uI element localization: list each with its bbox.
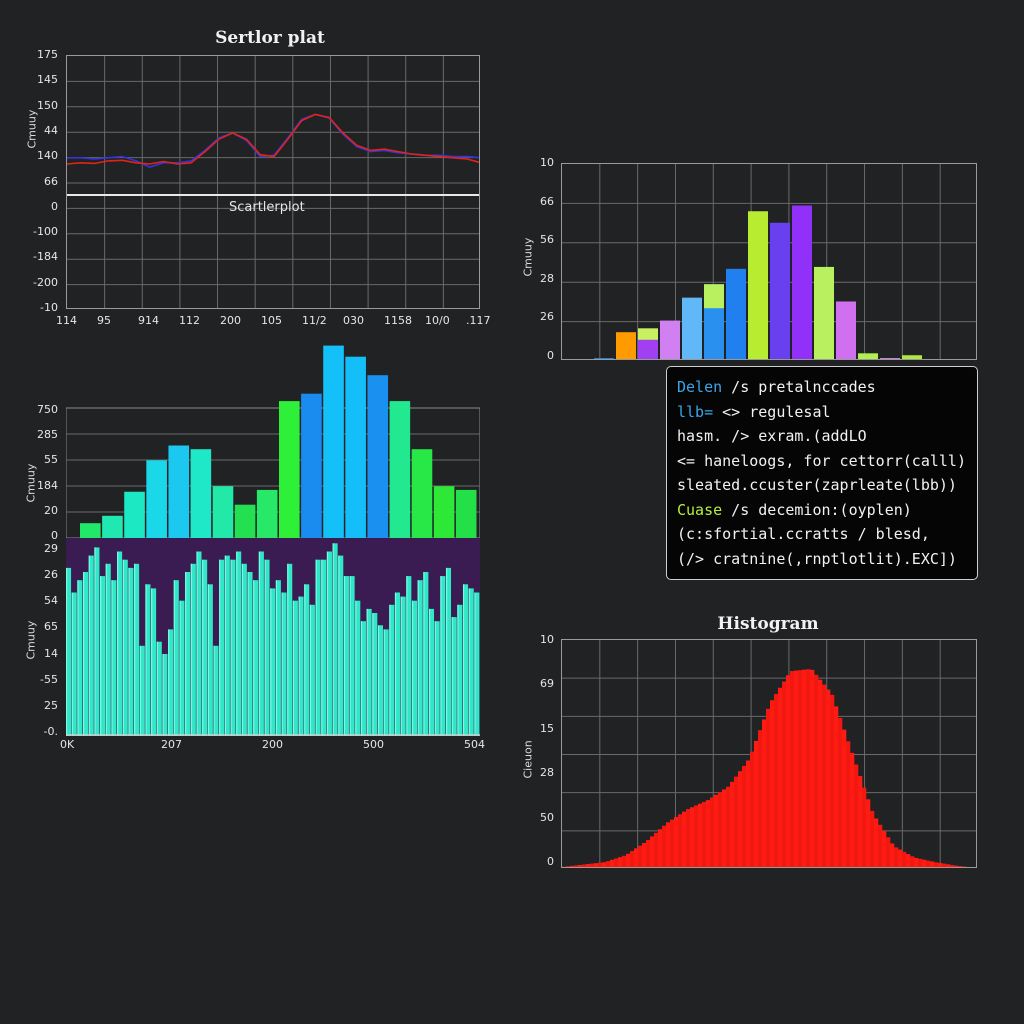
x-tick: 0K <box>60 738 75 751</box>
color-bars-area <box>561 163 977 360</box>
y-tick: 66 <box>44 174 58 188</box>
code-text: <> regulesal <box>713 402 831 421</box>
y-tick: 285 <box>37 428 58 442</box>
bar-bottom-area <box>66 538 480 736</box>
y-tick: 25 <box>44 698 58 712</box>
histogram-title: Histogram <box>717 614 819 634</box>
code-line: Cuase /s decemion:(oyplen) <box>677 498 977 523</box>
y-tick: -55 <box>40 672 58 686</box>
code-text: /s decemion:(oyplen) <box>722 500 912 519</box>
code-text: (c:sfortial.ccratts / blesd, <box>677 525 930 543</box>
y-tick: 750 <box>37 403 58 416</box>
code-snippet-box: Delen /s pretalnccades llb= <> regulesal h… <box>666 366 978 580</box>
y-tick: 56 <box>540 233 554 247</box>
y-tick: 28 <box>540 271 554 285</box>
x-tick: 11/2 <box>302 314 327 327</box>
x-tick: 1158 <box>384 314 412 327</box>
code-line: (/> cratnine(,rnptlotlit).EXC]) <box>677 547 977 572</box>
y-tick: 0 <box>51 529 58 542</box>
x-tick: 200 <box>220 314 241 327</box>
code-line: Delen /s pretalnccades <box>677 375 977 400</box>
y-tick: 140 <box>37 149 58 163</box>
y-tick: -100 <box>33 225 58 239</box>
x-tick: 10/0 <box>425 314 450 327</box>
code-line: sleated.ccuster(zaprleate(lbb)) <box>677 473 977 498</box>
x-tick: 030 <box>343 314 364 327</box>
y-tick: 28 <box>540 766 554 780</box>
code-keyword: Delen <box>677 378 723 396</box>
code-line: llb= <> regulesal <box>677 400 977 425</box>
x-tick: 200 <box>262 738 283 751</box>
y-tick: -0. <box>43 725 58 738</box>
y-tick: 65 <box>44 620 58 634</box>
y-tick: -200 <box>33 275 58 289</box>
y-tick: 55 <box>44 453 58 467</box>
x-tick: 207 <box>161 738 182 751</box>
code-text: /s pretalnccades <box>722 378 876 396</box>
code-keyword: llb= <box>677 402 714 421</box>
y-tick: 26 <box>540 310 554 324</box>
code-line: <= haneloogs, for cettorr(calll) <box>677 449 977 474</box>
y-tick: 44 <box>44 123 58 137</box>
y-tick: 150 <box>37 98 58 112</box>
y-tick: 14 <box>44 646 58 660</box>
y-tick: 0 <box>547 349 554 362</box>
line-plot-area <box>66 55 480 309</box>
code-text: hasm. /> exram.(addLO <box>677 427 867 445</box>
y-tick: 10 <box>540 633 554 646</box>
y-tick: 66 <box>540 194 554 208</box>
x-tick: 500 <box>363 738 384 751</box>
y-tick: 145 <box>37 73 58 87</box>
code-line: (c:sfortial.ccratts / blesd, <box>677 522 977 547</box>
y-tick: 10 <box>540 156 554 169</box>
code-text: <= haneloogs, for cettorr(calll) <box>677 451 966 470</box>
y-tick: 20 <box>44 503 58 517</box>
y-tick: 15 <box>540 721 554 735</box>
bar-top-area <box>66 340 480 538</box>
x-tick: 914 <box>138 314 159 327</box>
code-text: (/> cratnine(,rnptlotlit).EXC]) <box>677 549 957 568</box>
y-tick: 54 <box>44 594 58 608</box>
x-tick: 105 <box>261 314 282 327</box>
x-tick: 112 <box>179 314 200 327</box>
code-text: sleated.ccuster(zaprleate(lbb)) <box>677 476 957 494</box>
y-tick: 50 <box>540 810 554 824</box>
line-plot-annotation: Scartlerplot <box>229 200 305 215</box>
code-line: hasm. /> exram.(addLO <box>677 424 977 449</box>
x-tick: 114 <box>56 314 77 327</box>
line-plot-title: Sertlor plat <box>215 28 325 48</box>
y-tick: 69 <box>540 677 554 691</box>
x-tick: 504 <box>464 738 485 751</box>
histogram-area <box>561 639 977 868</box>
y-tick: -10 <box>40 301 58 314</box>
y-tick: -184 <box>33 250 58 264</box>
y-tick: 184 <box>37 478 58 492</box>
code-keyword: Cuase <box>677 500 723 519</box>
y-tick: 0 <box>51 199 58 213</box>
y-tick: 26 <box>44 568 58 582</box>
y-tick: 0 <box>547 855 554 868</box>
y-tick: 175 <box>37 48 58 61</box>
x-tick: 95 <box>97 314 111 327</box>
x-tick: .117 <box>466 314 491 327</box>
y-tick: 29 <box>44 542 58 555</box>
